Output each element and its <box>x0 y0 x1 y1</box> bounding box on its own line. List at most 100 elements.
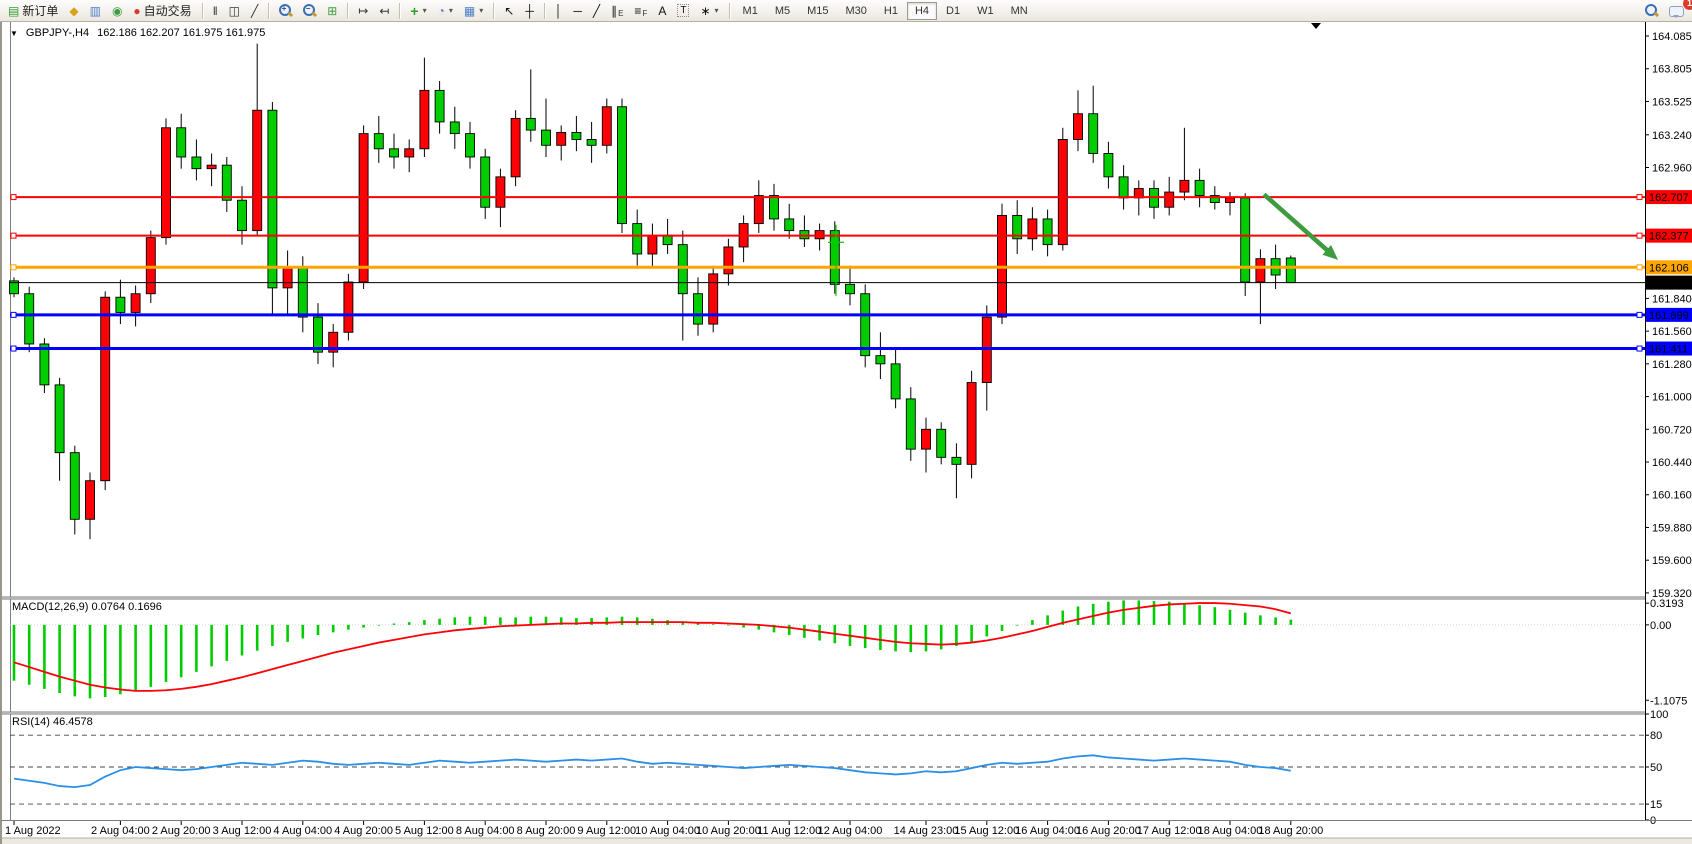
time-axis[interactable]: 1 Aug 2022 2 Aug 04:00 2 Aug 20:00 3 Aug 12… <box>5 821 1323 837</box>
chart-shift-marker[interactable] <box>1311 23 1321 29</box>
new-order-button[interactable]: ▤ 新订单 <box>3 1 63 20</box>
cross-marker[interactable] <box>828 224 844 297</box>
timeframe-d1[interactable]: D1 <box>946 4 961 17</box>
price-tick-label: 162.960 <box>1652 163 1692 175</box>
timeframe-mn[interactable]: MN <box>1010 4 1028 17</box>
line-handle[interactable] <box>10 264 17 271</box>
zoom-in-button[interactable]: + <box>274 1 297 20</box>
candle <box>693 293 703 325</box>
signal-button[interactable]: ◉ <box>107 1 127 20</box>
time-tick-label: 2 Aug 04:00 <box>91 825 150 837</box>
line-handle[interactable] <box>10 311 17 318</box>
line-handle[interactable] <box>1636 311 1643 318</box>
candle <box>617 106 627 225</box>
zoom-out-button[interactable]: − <box>298 1 321 20</box>
channel-button[interactable]: ∥ E <box>606 1 628 20</box>
hline-162.377[interactable] <box>10 232 1645 239</box>
line-handle[interactable] <box>10 232 17 239</box>
candlestick-chart-button[interactable]: ◫ <box>224 1 245 20</box>
price-tick-label: 163.240 <box>1652 130 1692 142</box>
line-handle[interactable] <box>1636 345 1643 352</box>
market-watch-icon: ▥ <box>89 3 101 18</box>
timeframe-m1[interactable]: M1 <box>742 4 758 17</box>
time-tick-label: 1 Aug 2022 <box>5 825 61 837</box>
vertical-line-button[interactable]: │ <box>550 1 568 20</box>
fibonacci-button[interactable]: ≡ F <box>629 1 652 20</box>
chart-shift-button[interactable]: ↤ <box>374 1 394 20</box>
indicators-button[interactable]: + ▾ <box>405 1 431 20</box>
candle <box>206 164 217 170</box>
hline-161.699[interactable] <box>10 311 1645 318</box>
text-icon: A <box>658 3 667 18</box>
panel-separator[interactable] <box>2 597 1692 599</box>
candle <box>829 230 840 285</box>
candle <box>24 293 35 345</box>
auto-scroll-button[interactable]: ↦ <box>353 1 373 20</box>
timeframe-m15[interactable]: M15 <box>807 4 829 17</box>
timeframe-m5[interactable]: M5 <box>774 4 791 17</box>
hline-162.106[interactable] <box>10 264 1645 271</box>
line-handle[interactable] <box>1636 264 1643 271</box>
candle <box>1118 176 1129 199</box>
styles-icon: ◆ <box>69 3 79 18</box>
arrow-annotation[interactable] <box>1262 192 1338 260</box>
crosshair-button[interactable]: ┼ <box>520 1 539 20</box>
autotrade-button[interactable]: ● 自动交易 <box>128 1 196 20</box>
candle <box>647 234 658 255</box>
bar-chart-button[interactable]: ‖ <box>208 1 223 20</box>
tile-windows-button[interactable]: ⊞ <box>322 1 342 20</box>
search-button[interactable] <box>1640 1 1663 20</box>
arrows-button[interactable]: ∗ ▾ <box>695 1 723 20</box>
timeframe-h1[interactable]: H1 <box>883 4 898 17</box>
price-tick-label: 159.880 <box>1652 522 1692 534</box>
text-button[interactable]: A <box>653 1 671 20</box>
candle <box>1012 214 1023 240</box>
line-handle[interactable] <box>10 194 17 201</box>
price-tick-label: 161.560 <box>1652 326 1692 338</box>
hline-price-label: 161.975 <box>1646 275 1692 290</box>
timeframe-w1[interactable]: W1 <box>977 4 994 17</box>
periods-button[interactable]: ◔ ▾ <box>433 1 458 20</box>
candle <box>85 480 95 520</box>
candle <box>1179 179 1190 193</box>
cursor-button[interactable]: ↖ <box>499 1 519 20</box>
templates-button[interactable]: ▦ ▾ <box>459 1 488 20</box>
candle <box>176 127 187 158</box>
price-chart[interactable]: 164.085163.805163.525163.240162.960162.6… <box>2 22 1692 844</box>
text-label-icon: T <box>677 4 690 17</box>
equidistant-channel-icon: ∥ <box>611 3 618 18</box>
chart-shift-icon: ↤ <box>379 3 390 18</box>
chat-button[interactable]: 1 <box>1664 0 1692 20</box>
zoom-out-icon: − <box>303 4 316 17</box>
line-chart-button[interactable]: ╱ <box>246 1 263 20</box>
macd-tick-label: -1.1075 <box>1650 695 1687 707</box>
candle <box>495 176 506 208</box>
candle <box>480 156 491 208</box>
rsi-line <box>13 754 1291 789</box>
line-handle[interactable] <box>1636 232 1643 239</box>
hline-price-label: 161.699 <box>1646 307 1692 322</box>
candle <box>145 237 156 295</box>
trendline-button[interactable]: ╱ <box>588 1 605 20</box>
market-watch-button[interactable]: ▥ <box>85 1 106 20</box>
candle <box>1103 153 1114 178</box>
candle <box>860 293 871 357</box>
timeframe-h4[interactable]: H4 <box>906 1 938 20</box>
price-axis[interactable]: 164.085163.805163.525163.240162.960162.6… <box>1645 31 1692 827</box>
timeframe-m30[interactable]: M30 <box>845 4 867 17</box>
styles-button[interactable]: ◆ <box>64 1 83 20</box>
line-handle[interactable] <box>1636 194 1643 201</box>
time-tick-label: 8 Aug 04:00 <box>456 825 515 837</box>
candle <box>1255 258 1266 283</box>
macd-label: MACD(12,26,9) 0.0764 0.1696 <box>12 601 162 613</box>
hline-161.411[interactable] <box>10 345 1645 352</box>
line-handle[interactable] <box>10 345 17 352</box>
symbol-dropdown-icon[interactable]: ▼ <box>10 28 18 38</box>
horizontal-line-button[interactable]: ─ <box>568 1 587 20</box>
panel-separator[interactable] <box>2 712 1692 714</box>
candle <box>723 246 734 275</box>
hline-price-label: 162.377 <box>1646 228 1692 243</box>
autotrade-button-label: 自动交易 <box>143 4 192 18</box>
text-label-button[interactable]: T <box>672 1 694 20</box>
hline-162.707[interactable] <box>10 194 1645 201</box>
